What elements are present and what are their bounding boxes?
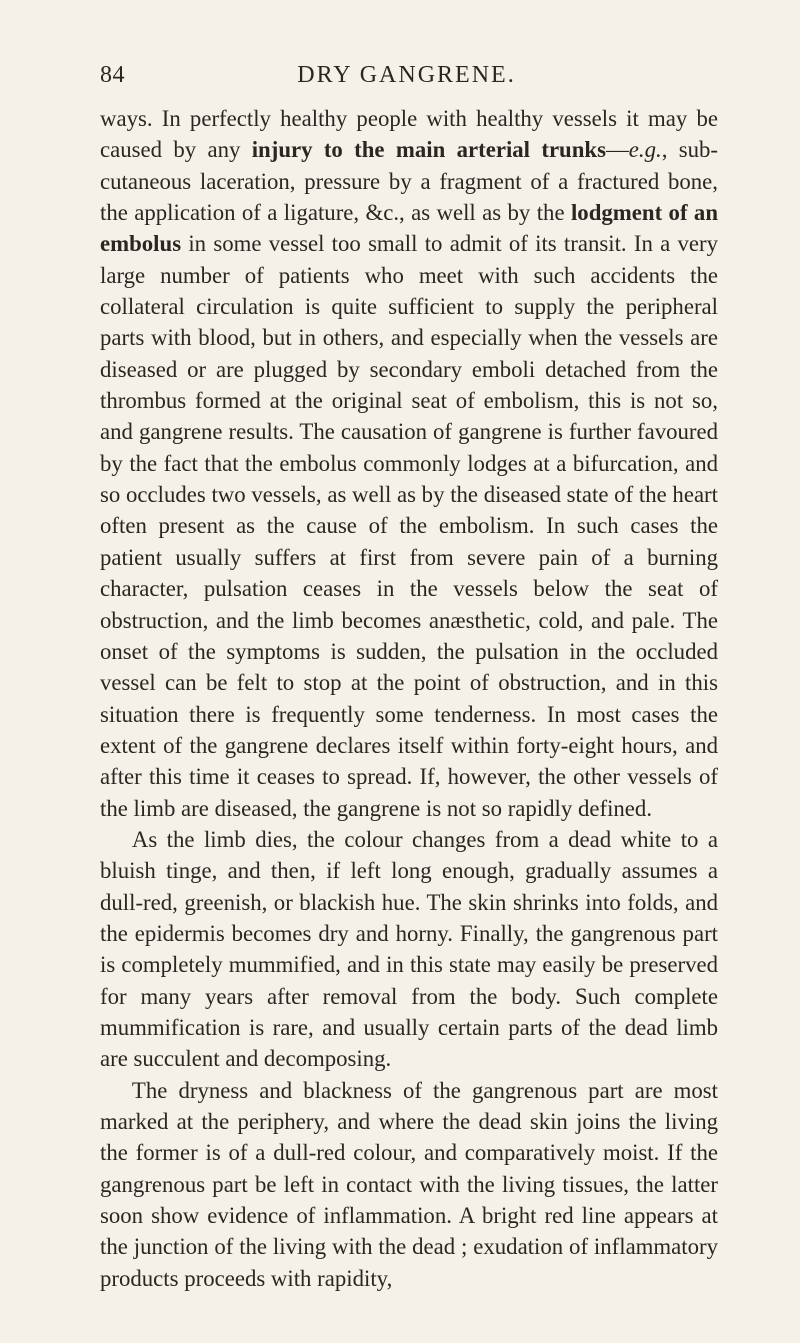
body-text: ways. In perfectly healthy people with h… xyxy=(100,103,718,1294)
paragraph-2: As the limb dies, the colour changes fro… xyxy=(100,824,718,1075)
paragraph-1: ways. In perfectly healthy people with h… xyxy=(100,103,718,824)
paragraph-3: The dryness and blackness of the gangren… xyxy=(100,1075,718,1294)
bold-phrase: injury to the main arterial trunks xyxy=(252,137,606,162)
text-segment: in some vessel too small to admit of its… xyxy=(100,231,718,820)
text-segment: — xyxy=(606,137,629,162)
page: 84 DRY GANGRENE. ways. In perfectly heal… xyxy=(0,0,800,1343)
italic-phrase: e.g. xyxy=(629,137,662,162)
page-number: 84 xyxy=(100,62,125,89)
running-head: 84 DRY GANGRENE. xyxy=(100,62,718,89)
running-title: DRY GANGRENE. xyxy=(125,62,718,89)
